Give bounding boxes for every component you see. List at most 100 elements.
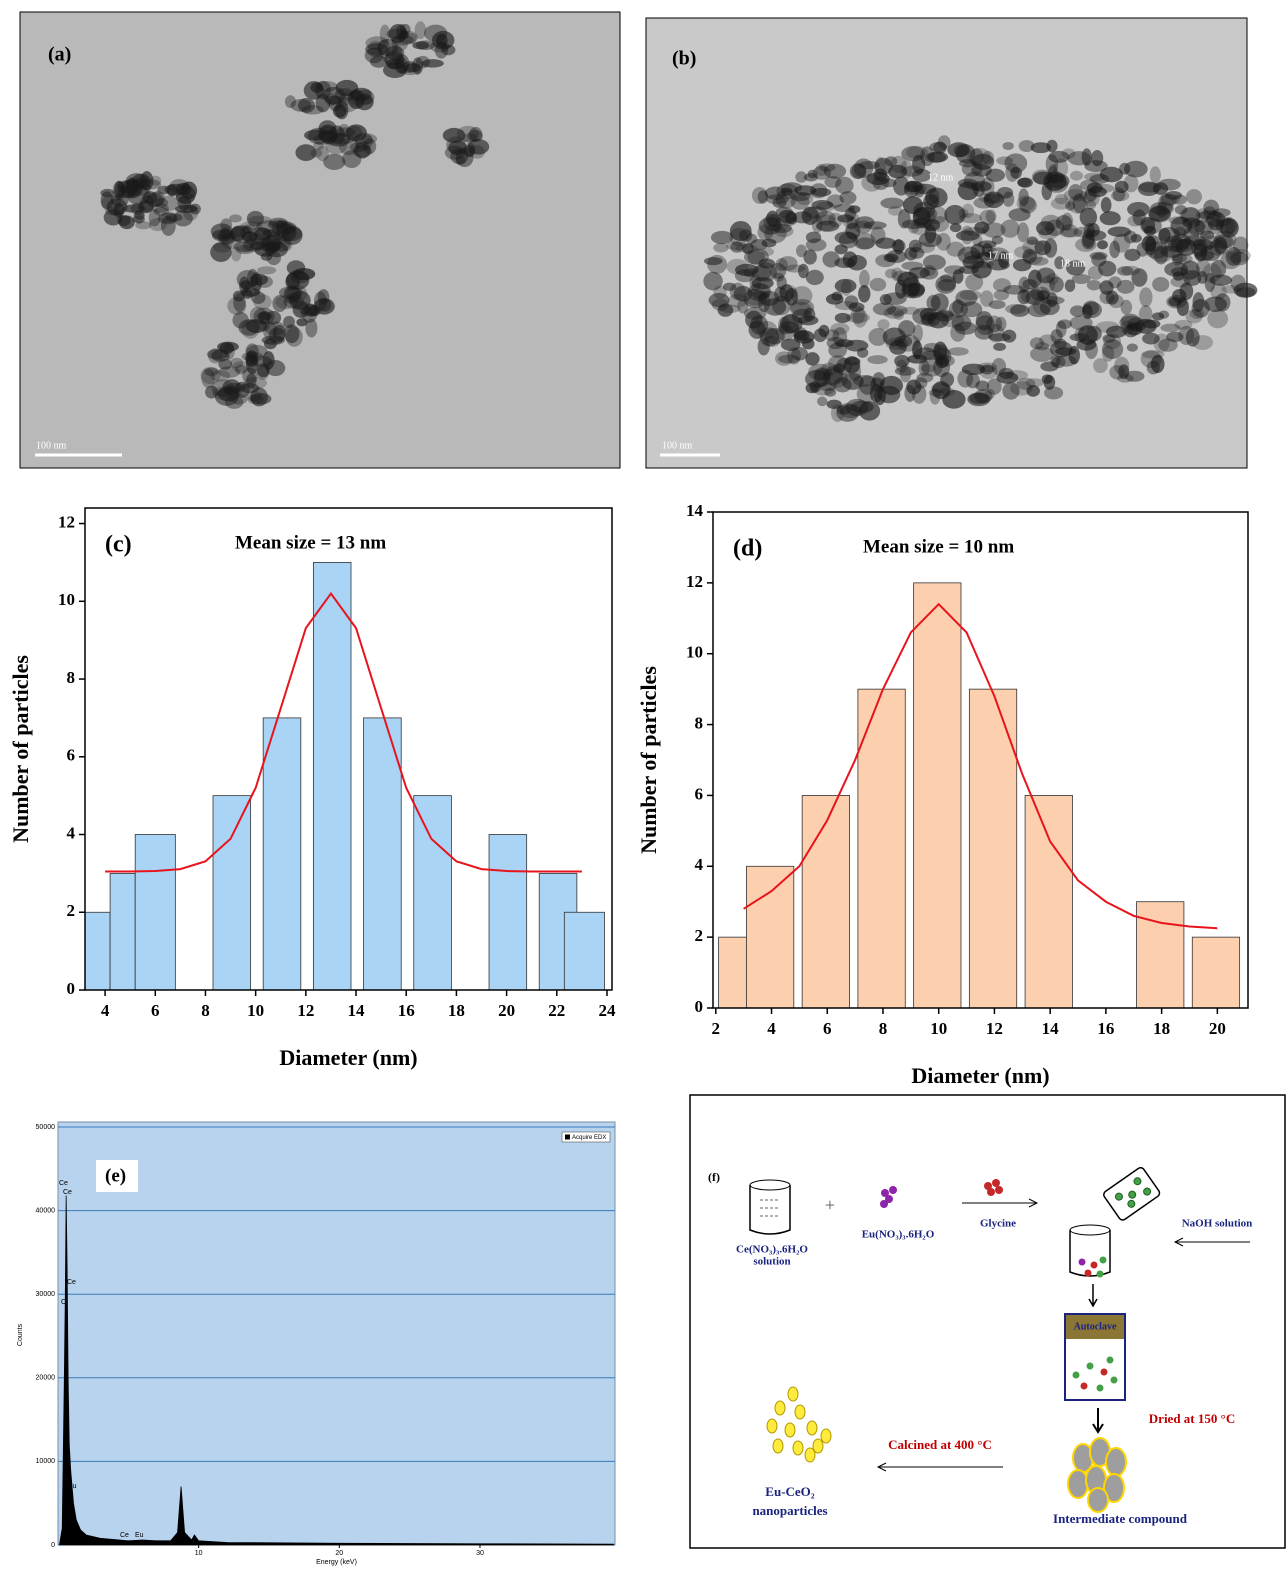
x-tick-label: 20 [335,1550,343,1557]
particle [1068,184,1083,201]
particle [758,258,776,269]
particle [798,315,819,326]
particle [227,296,247,315]
particle [1027,303,1051,318]
particle [884,156,898,167]
particle [877,319,890,330]
particle [1170,238,1193,253]
particle [283,315,295,328]
particle [1178,325,1195,346]
particle [980,177,995,197]
particle [256,311,272,321]
particle [160,215,176,236]
particle [1046,291,1058,308]
particle [1072,193,1086,214]
panel-label: (c) [105,532,132,558]
particle [852,232,876,250]
particle [859,269,870,289]
beaker [749,1185,791,1235]
particle [839,404,862,419]
particle [853,374,877,387]
particle [1030,142,1052,154]
panel-label: (d) [733,536,762,562]
particle [266,250,282,266]
particle [722,282,737,292]
particle [1035,342,1050,351]
particle [858,284,871,303]
particle [338,138,360,156]
particle [904,384,916,402]
particle [824,176,842,188]
particle [263,322,278,340]
particle [737,299,749,314]
particle [434,41,449,59]
y-tick-label: 4 [695,855,704,874]
bar [212,795,252,991]
particle [1030,346,1054,362]
particle [1069,315,1093,331]
bar [488,834,528,991]
particle [801,338,815,350]
particle [1230,251,1249,266]
particle [923,264,936,277]
particle [921,358,943,377]
particle [1111,190,1130,202]
particle [354,141,371,159]
particle [240,241,254,253]
particle [1039,299,1060,316]
particle [1050,197,1071,210]
particle [1088,186,1107,198]
arrow [962,1198,1039,1208]
particle [1172,253,1188,263]
particle [848,205,861,214]
particle [899,364,912,383]
bar [746,865,795,1009]
x-tick-label: 16 [398,1001,415,1020]
particle [708,292,730,308]
particle [886,305,908,317]
particle [1202,263,1222,283]
bar [312,562,352,991]
size-label: 18 nm [1060,258,1086,269]
x-tick-label: 30 [476,1550,484,1557]
x-tick-label: 14 [348,1001,366,1020]
particle [825,293,844,305]
particle [940,372,955,388]
particle [265,359,286,377]
particle [256,266,277,275]
product-note: nanoparticles [752,1503,827,1518]
particle [352,144,372,158]
particle [957,181,979,201]
particle [710,230,734,245]
particle [961,161,983,177]
particle [841,373,864,390]
mix-dots [1078,1256,1107,1278]
particle [1037,290,1050,301]
particle [210,242,232,262]
particle [1025,378,1044,388]
particle [751,290,770,300]
tem-image-a [19,11,621,469]
particle [790,299,815,317]
particle [173,210,193,227]
bar [857,688,906,1009]
particle [955,230,980,241]
particle [843,356,861,374]
particle [1141,350,1165,359]
particle [464,142,476,157]
particle [908,267,930,279]
particle [1127,317,1145,330]
particle [907,219,920,234]
particle [1017,177,1033,188]
particle [1086,280,1102,291]
particle [1183,270,1202,286]
particle [775,351,793,366]
particle [952,299,964,315]
particle [776,275,787,290]
particle [818,324,830,338]
particle [913,206,938,221]
y-tick-label: 0 [695,997,704,1016]
particle [323,153,346,170]
particle [734,263,759,277]
particle [218,366,241,378]
